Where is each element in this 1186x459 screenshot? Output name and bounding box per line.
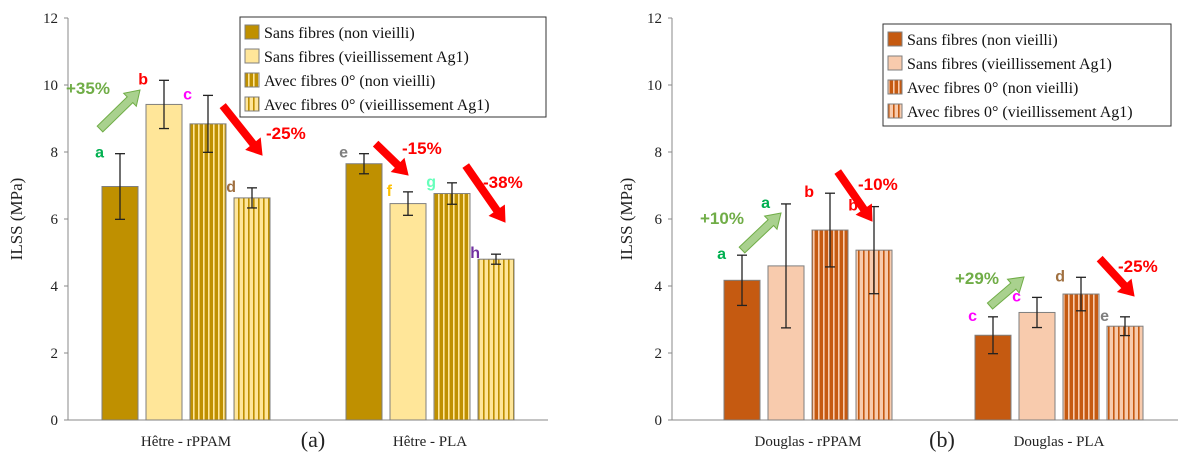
- y-axis-title: ILSS (MPa): [617, 178, 636, 261]
- y-tick-label: 12: [43, 11, 58, 27]
- y-tick-label: 0: [51, 413, 59, 429]
- arrow-up-icon: [986, 276, 1025, 310]
- y-tick-label: 12: [647, 11, 662, 27]
- y-tick-label: 4: [51, 279, 59, 295]
- legend-label: Sans fibres (vieillissement Ag1): [907, 56, 1112, 73]
- significance-letter: c: [968, 308, 977, 325]
- arrow-down-icon: [834, 169, 873, 222]
- arrow-up-icon: [96, 89, 141, 133]
- legend-swatch: [887, 31, 903, 47]
- significance-letter: b: [804, 184, 814, 201]
- percent-annotation: -25%: [1118, 257, 1158, 276]
- y-tick-label: 10: [43, 78, 58, 94]
- legend-swatch: [887, 79, 903, 95]
- y-tick-label: 8: [51, 145, 59, 161]
- y-tick-label: 6: [51, 212, 59, 228]
- x-category-label: Hêtre - rPPAM: [141, 434, 231, 450]
- bar: [189, 123, 227, 421]
- arrow-down-icon: [462, 163, 506, 223]
- significance-letter: a: [95, 145, 104, 162]
- arrow-down-icon: [219, 103, 263, 156]
- legend-label: Avec fibres 0° (vieillissement Ag1): [907, 104, 1133, 121]
- significance-letter: b: [138, 71, 148, 88]
- significance-letter: a: [717, 246, 726, 263]
- y-axis-title: ILSS (MPa): [7, 178, 26, 261]
- y-tick-label: 0: [655, 413, 663, 429]
- legend-swatch: [244, 24, 260, 40]
- percent-annotation: -25%: [266, 124, 306, 143]
- legend-swatch: [244, 48, 260, 64]
- legend-label: Sans fibres (non vieilli): [907, 32, 1058, 49]
- percent-annotation: -10%: [858, 175, 898, 194]
- significance-letter: h: [470, 245, 480, 262]
- bar: [1106, 325, 1144, 421]
- y-tick-label: 6: [655, 212, 663, 228]
- legend-swatch: [244, 72, 260, 88]
- significance-letter: e: [1100, 308, 1109, 325]
- chart-a: 0 2 4 6 8 10 12 ILSS (MPa) a e b f c g d h Hêtre - rPPAM…: [7, 11, 548, 452]
- bar: [389, 203, 427, 421]
- significance-letter: g: [426, 174, 436, 191]
- legend-label: Avec fibres 0° (vieillissement Ag1): [264, 97, 490, 114]
- legend-swatch: [244, 96, 260, 112]
- chart-b: 0 2 4 6 8 10 12 ILSS (MPa) a c a c b d b e Douglas - rPP…: [617, 11, 1178, 452]
- panel-label: (b): [929, 427, 955, 452]
- bar: [433, 193, 471, 421]
- legend-label: Avec fibres 0° (non vieilli): [907, 80, 1078, 97]
- y-tick-label: 8: [655, 145, 663, 161]
- percent-annotation: +35%: [66, 79, 110, 98]
- significance-letter: d: [226, 179, 236, 196]
- legend-label: Sans fibres (vieillissement Ag1): [264, 49, 469, 66]
- percent-annotation: +10%: [700, 209, 744, 228]
- y-tick-label: 2: [655, 346, 663, 362]
- legend-label: Avec fibres 0° (non vieilli): [264, 73, 435, 90]
- bar: [145, 103, 183, 421]
- bar: [1062, 293, 1100, 421]
- significance-letter: c: [183, 86, 192, 103]
- arrow-down-icon: [1096, 255, 1135, 297]
- significance-letter: c: [1012, 288, 1021, 305]
- bar: [101, 186, 139, 421]
- percent-annotation: -15%: [402, 139, 442, 158]
- legend-swatch: [887, 103, 903, 119]
- bar: [477, 258, 515, 421]
- percent-annotation: +29%: [955, 269, 999, 288]
- significance-letter: a: [761, 195, 770, 212]
- legend-box: [882, 23, 1172, 127]
- bar: [233, 197, 271, 421]
- x-category-label: Douglas - rPPAM: [755, 434, 862, 450]
- panel-label: (a): [301, 427, 325, 452]
- bar: [1018, 311, 1056, 421]
- significance-letter: d: [1055, 268, 1065, 285]
- arrow-up-icon: [738, 212, 782, 254]
- y-tick-label: 2: [51, 346, 59, 362]
- significance-letter: b: [848, 198, 858, 215]
- x-category-label: Hêtre - PLA: [393, 434, 467, 450]
- legend-swatch: [887, 55, 903, 71]
- arrow-down-icon: [372, 140, 409, 176]
- legend-label: Sans fibres (non vieilli): [264, 25, 415, 42]
- legend-box: [239, 16, 547, 118]
- bar: [345, 163, 383, 421]
- y-tick-label: 10: [647, 78, 662, 94]
- y-tick-label: 4: [655, 279, 663, 295]
- significance-letter: f: [387, 183, 393, 200]
- significance-letter: e: [339, 145, 348, 162]
- x-category-label: Douglas - PLA: [1014, 434, 1105, 450]
- percent-annotation: -38%: [483, 173, 523, 192]
